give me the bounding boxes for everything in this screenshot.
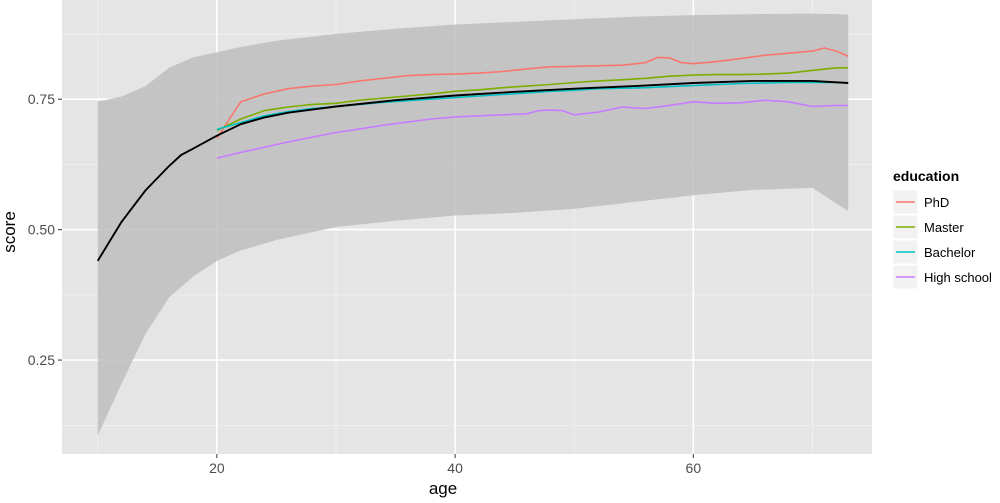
legend-label-phd: PhD [924, 195, 949, 210]
legend-label-bachelor: Bachelor [924, 245, 976, 260]
y-tick-label: 0.75 [28, 91, 55, 107]
x-tick-label: 40 [447, 460, 463, 476]
legend-items: PhD Master Bachelor High school [892, 189, 992, 290]
x-tick-label: 20 [209, 460, 225, 476]
y-tick-label: 0.50 [28, 222, 55, 238]
x-axis-title: age [429, 479, 457, 498]
y-axis-ticks: 0.25 0.50 0.75 [28, 91, 62, 368]
series-layer [96, 47, 849, 262]
series-line-master [216, 67, 849, 132]
legend: education PhD Master Bachelor High school [892, 168, 992, 290]
y-axis-title: score [0, 211, 19, 253]
legend-title: education [893, 168, 959, 184]
legend-label-high-school: High school [924, 270, 992, 285]
series-line-overall [96, 79, 849, 262]
x-axis-ticks: 20 40 60 [209, 454, 701, 476]
series-line-high-school [216, 99, 849, 159]
confidence-ribbon-layer [97, 13, 849, 436]
x-tick-label: 60 [686, 460, 702, 476]
confidence-ribbon [97, 13, 849, 436]
legend-label-master: Master [924, 220, 964, 235]
y-tick-label: 0.25 [28, 352, 55, 368]
series-line-phd [216, 47, 849, 139]
